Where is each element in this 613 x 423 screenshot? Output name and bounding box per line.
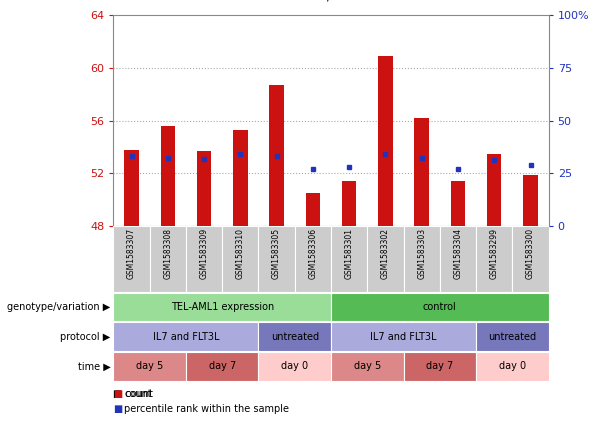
Text: GSM1583303: GSM1583303 (417, 228, 426, 280)
Text: GSM1583300: GSM1583300 (526, 228, 535, 280)
Text: day 7: day 7 (426, 361, 454, 371)
Bar (476, 226, 512, 292)
Bar (403, 352, 476, 381)
Bar (306, 193, 320, 226)
Bar (113, 293, 331, 321)
Bar (259, 352, 331, 381)
Text: IL7 and FLT3L: IL7 and FLT3L (153, 332, 219, 342)
Bar (222, 226, 259, 292)
Text: percentile rank within the sample: percentile rank within the sample (124, 404, 289, 414)
Bar (124, 150, 139, 226)
Text: count: count (124, 389, 152, 399)
Text: day 7: day 7 (208, 361, 236, 371)
Text: protocol ▶: protocol ▶ (60, 332, 110, 342)
Bar (161, 126, 175, 226)
Text: GDS5661 / 10429407: GDS5661 / 10429407 (264, 0, 398, 2)
Text: GSM1583306: GSM1583306 (308, 228, 318, 280)
Bar (331, 293, 549, 321)
Text: untreated: untreated (489, 332, 536, 342)
Bar (487, 154, 501, 226)
Text: day 5: day 5 (354, 361, 381, 371)
Bar (476, 322, 549, 351)
Text: untreated: untreated (271, 332, 319, 342)
Text: day 5: day 5 (136, 361, 163, 371)
Bar (451, 181, 465, 226)
Text: GSM1583307: GSM1583307 (127, 228, 136, 280)
Bar (331, 226, 367, 292)
Bar (331, 352, 403, 381)
Bar (414, 118, 429, 226)
Bar (476, 352, 549, 381)
Bar (378, 56, 393, 226)
Bar (233, 130, 248, 226)
Text: TEL-AML1 expression: TEL-AML1 expression (170, 302, 274, 312)
Text: ■: ■ (113, 389, 123, 399)
Text: time ▶: time ▶ (78, 361, 110, 371)
Text: genotype/variation ▶: genotype/variation ▶ (7, 302, 110, 312)
Bar (269, 85, 284, 226)
Bar (512, 226, 549, 292)
Bar (440, 226, 476, 292)
Text: GSM1583310: GSM1583310 (236, 228, 245, 279)
Bar (295, 226, 331, 292)
Text: ■: ■ (113, 404, 123, 414)
Bar (113, 322, 259, 351)
Text: GSM1583309: GSM1583309 (200, 228, 208, 280)
Text: GSM1583299: GSM1583299 (490, 228, 499, 279)
Text: GSM1583308: GSM1583308 (163, 228, 172, 279)
Bar (186, 352, 259, 381)
Bar (150, 226, 186, 292)
Bar (113, 226, 150, 292)
Bar (367, 226, 403, 292)
Text: day 0: day 0 (281, 361, 308, 371)
Text: GSM1583302: GSM1583302 (381, 228, 390, 279)
Bar (259, 226, 295, 292)
Text: GSM1583301: GSM1583301 (345, 228, 354, 279)
Text: IL7 and FLT3L: IL7 and FLT3L (370, 332, 437, 342)
Bar (331, 322, 476, 351)
Bar (259, 322, 331, 351)
Bar (113, 352, 186, 381)
Bar (524, 175, 538, 226)
Text: GSM1583305: GSM1583305 (272, 228, 281, 280)
Text: day 0: day 0 (499, 361, 526, 371)
Text: ■ count: ■ count (113, 389, 153, 399)
Bar (403, 226, 440, 292)
Text: control: control (423, 302, 457, 312)
Bar (342, 181, 356, 226)
Bar (186, 226, 222, 292)
Text: GSM1583304: GSM1583304 (454, 228, 462, 280)
Bar (197, 151, 211, 226)
